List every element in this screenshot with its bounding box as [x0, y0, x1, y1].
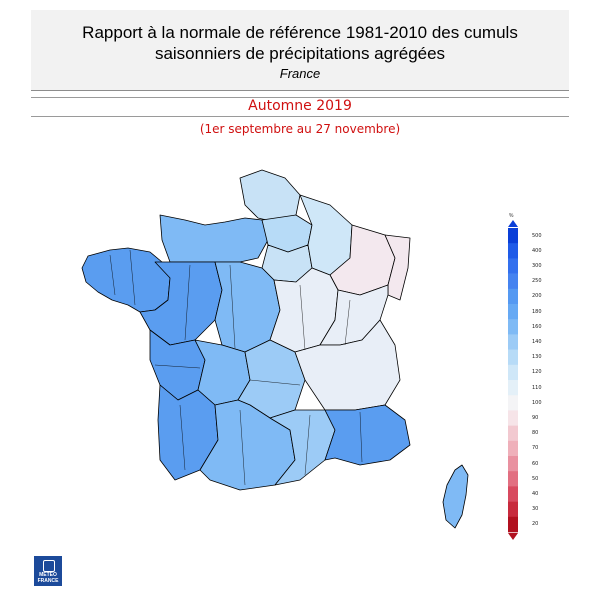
region-provence	[324, 404, 411, 466]
divider-bottom	[31, 116, 569, 117]
season-label: Automne 2019	[248, 98, 352, 114]
legend-tick: 400	[532, 247, 542, 254]
legend-swatch	[508, 364, 518, 381]
legend-swatch	[508, 486, 518, 502]
legend-tick: 110	[532, 384, 542, 391]
legend-swatch	[508, 304, 518, 320]
legend-tick: 130	[532, 354, 542, 361]
region-rhone-alpes	[294, 319, 401, 411]
dept-line	[129, 249, 136, 306]
legend-swatch	[508, 349, 518, 366]
legend-arrow-top	[508, 220, 518, 227]
region-alsace	[384, 234, 411, 301]
legend-swatch	[508, 243, 518, 259]
legend-swatch	[508, 273, 518, 290]
legend-swatch	[508, 410, 518, 426]
legend-tick: 80	[532, 430, 539, 437]
legend-swatch	[508, 258, 518, 274]
region-corsica	[442, 464, 469, 529]
legend-swatch	[508, 425, 518, 442]
legend-unit: %	[509, 213, 514, 219]
dept-line	[229, 264, 236, 349]
legend-tick: 70	[532, 445, 539, 452]
map-title: Rapport à la normale de référence 1981-2…	[82, 23, 518, 63]
dept-line	[184, 264, 191, 341]
dept-line	[154, 364, 201, 369]
legend-swatch	[508, 380, 518, 396]
legend-tick: 300	[532, 263, 542, 269]
dept-line	[344, 299, 351, 346]
legend-tick: 120	[532, 369, 542, 376]
legend-swatch	[508, 319, 518, 335]
legend-swatch	[508, 471, 518, 487]
logo-mark-icon	[43, 560, 55, 572]
dept-line	[179, 404, 186, 471]
legend-tick: 20	[532, 521, 539, 528]
legend-tick: 100	[532, 399, 542, 406]
legend-swatch	[508, 501, 518, 518]
meteo-france-logo: METEO FRANCE	[34, 556, 62, 586]
region-languedoc	[269, 409, 336, 486]
logo-line1: METEO	[39, 572, 57, 578]
dept-line	[299, 284, 306, 351]
dept-line	[239, 409, 246, 486]
legend-tick: 140	[532, 339, 542, 345]
period-dates: (1er septembre au 27 novembre)	[199, 122, 401, 136]
dept-line	[249, 379, 301, 386]
legend-tick: 500	[532, 232, 542, 239]
legend-tick: 250	[532, 278, 542, 285]
legend-tick: 30	[532, 506, 539, 513]
legend-tick: 90	[532, 415, 539, 421]
dept-line	[304, 414, 311, 476]
dept-line	[359, 411, 363, 463]
legend-arrow-bottom	[508, 533, 518, 540]
legend-tick: 40	[532, 491, 539, 497]
legend-tick: 160	[532, 323, 542, 330]
legend-swatch	[508, 456, 518, 472]
logo-line2: FRANCE	[37, 578, 59, 584]
legend-tick: 60	[532, 460, 539, 467]
legend-swatch	[508, 395, 518, 411]
legend-swatch	[508, 228, 518, 244]
legend-tick: 180	[532, 308, 542, 315]
header-panel: Rapport à la normale de référence 1981-2…	[31, 10, 569, 91]
region-label: France	[279, 66, 321, 81]
divider-top	[31, 97, 569, 98]
legend-swatch	[508, 288, 518, 305]
legend-tick: 50	[532, 475, 539, 482]
legend-tick: 200	[532, 293, 542, 300]
legend-swatch	[508, 334, 518, 350]
legend-swatch	[508, 516, 518, 533]
legend-swatch	[508, 440, 518, 457]
dept-line	[109, 254, 116, 296]
